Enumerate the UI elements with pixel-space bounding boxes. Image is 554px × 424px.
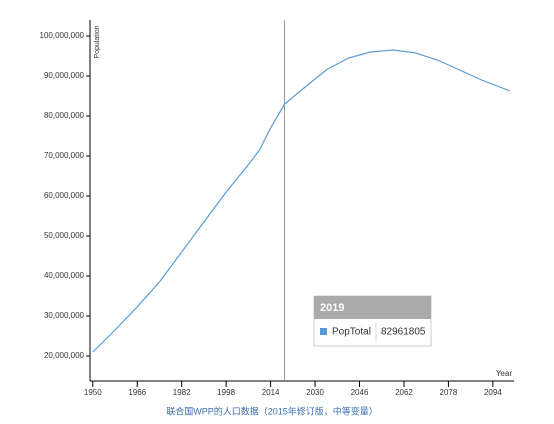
x-tick-label: 2030 xyxy=(306,388,324,397)
tooltip-value: 82961805 xyxy=(381,327,426,338)
y-tick-label: 50,000,000 xyxy=(44,231,85,240)
x-tick-label: 2078 xyxy=(440,388,458,397)
tooltip-title: 2019 xyxy=(320,302,344,314)
x-tick-label: 2046 xyxy=(351,388,369,397)
tooltip-swatch xyxy=(320,328,327,335)
y-tick-label: 90,000,000 xyxy=(44,71,85,80)
x-tick-label: 1982 xyxy=(173,388,191,397)
x-axis-title: Year xyxy=(496,369,513,378)
y-tick-label: 60,000,000 xyxy=(44,191,85,200)
tooltip-header xyxy=(314,296,431,319)
caption: 联合国WPP的人口数据（2015年修订版，中等变量） xyxy=(166,405,378,416)
x-tick-label: 1950 xyxy=(84,388,102,397)
tooltip-series-name: PopTotal xyxy=(332,327,371,338)
x-tick-label: 1998 xyxy=(217,388,235,397)
x-tick-label: 2062 xyxy=(395,388,413,397)
line-series xyxy=(92,49,510,353)
y-tick-label: 70,000,000 xyxy=(44,151,85,160)
y-tick-label: 20,000,000 xyxy=(44,351,85,360)
y-tick-label: 30,000,000 xyxy=(44,311,85,320)
x-tick-label: 2014 xyxy=(262,388,280,397)
y-axis-title: Population xyxy=(94,25,101,58)
y-tick-label: 40,000,000 xyxy=(44,271,85,280)
x-tick-label: 2094 xyxy=(484,388,502,397)
y-tick-label: 80,000,000 xyxy=(44,111,85,120)
x-tick-label: 1966 xyxy=(128,388,146,397)
y-tick-label: 100,000,000 xyxy=(40,31,85,40)
tooltip: 2019 PopTotal 82961805 xyxy=(313,295,432,347)
